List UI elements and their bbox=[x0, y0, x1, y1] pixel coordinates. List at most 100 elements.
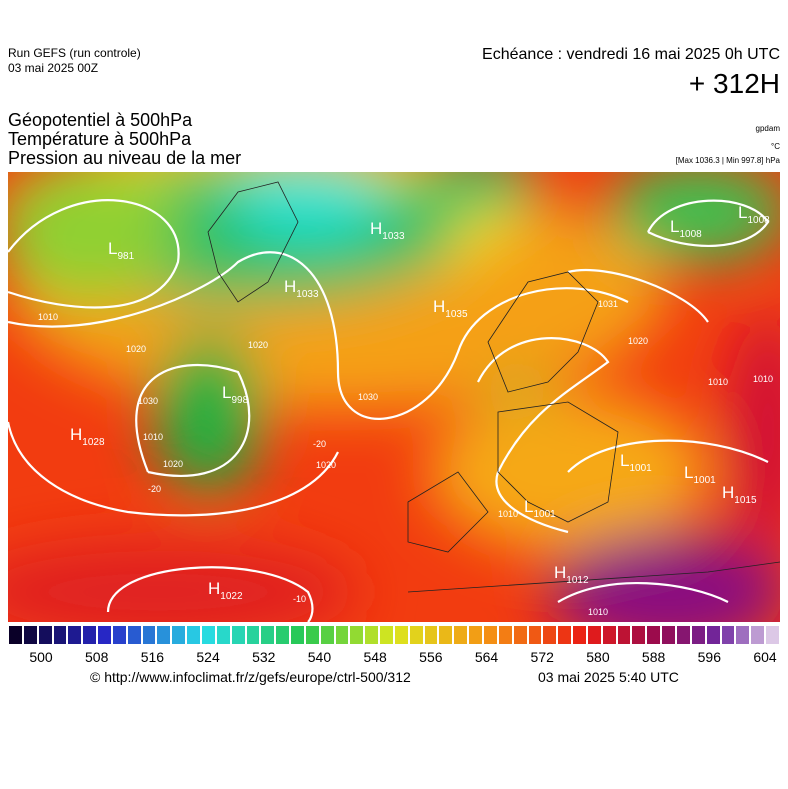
contour-label: 1031 bbox=[598, 299, 618, 309]
pressure-center: L998 bbox=[222, 383, 249, 406]
colorbar-cell bbox=[735, 625, 751, 645]
colorbar-cell bbox=[705, 625, 721, 645]
pressure-center: H1033 bbox=[284, 277, 319, 300]
center-symbol: L bbox=[620, 451, 629, 470]
center-value: 1015 bbox=[734, 495, 757, 506]
colorbar-tick-label: 508 bbox=[85, 649, 109, 665]
colorbar-cell bbox=[304, 625, 320, 645]
colorbar-cell bbox=[527, 625, 543, 645]
pressure-center: L1008 bbox=[738, 203, 770, 226]
colorbar-cell bbox=[720, 625, 736, 645]
colorbar-cell bbox=[52, 625, 68, 645]
colorbar-tick-label: 596 bbox=[697, 649, 721, 665]
colorbar-cell bbox=[126, 625, 142, 645]
lead-time: + 312H bbox=[688, 68, 780, 99]
colorbar-tick-label: 588 bbox=[641, 649, 666, 665]
colorbar-cell bbox=[290, 625, 305, 645]
echeance: Echéance : vendredi 16 mai 2025 0h UTC bbox=[482, 46, 780, 63]
pressure-center: L1001 bbox=[684, 463, 716, 486]
contour-label: 1030 bbox=[358, 392, 378, 402]
colorbar-tick-label: 540 bbox=[307, 649, 332, 665]
contour-label: 1030 bbox=[138, 396, 158, 406]
colorbar-cell bbox=[260, 625, 276, 645]
colorbar-cell bbox=[512, 625, 528, 645]
colorbar-cell bbox=[453, 625, 469, 645]
colorbar-cell bbox=[171, 625, 187, 645]
center-value: 1033 bbox=[296, 289, 319, 300]
colorbar-cell bbox=[37, 625, 53, 645]
run: Run GEFS (run controle) bbox=[8, 46, 141, 60]
center-value: 1022 bbox=[220, 591, 243, 602]
colorbar-cell bbox=[8, 625, 23, 645]
contour-label: 1020 bbox=[248, 340, 268, 350]
colorbar-cell bbox=[765, 625, 780, 645]
center-symbol: H bbox=[284, 277, 296, 296]
colorbar-cell bbox=[334, 625, 350, 645]
center-symbol: L bbox=[684, 463, 693, 482]
colorbar-cell bbox=[230, 625, 246, 645]
pressure-center: H1012 bbox=[554, 563, 589, 586]
contour-label: 1010 bbox=[708, 377, 728, 387]
center-value: 1001 bbox=[693, 475, 716, 486]
center-value: 1008 bbox=[747, 215, 770, 226]
center-symbol: L bbox=[108, 239, 117, 258]
colorbar-cell bbox=[141, 625, 157, 645]
colorbar-cell bbox=[364, 625, 380, 645]
colorbar-cell bbox=[572, 625, 587, 645]
colorbar-tick-label: 572 bbox=[530, 649, 554, 665]
colorbar-cell bbox=[215, 625, 231, 645]
map: L981H1033H1033H1035L1008L1008L998H1028L1… bbox=[8, 172, 780, 622]
colorbar-cell bbox=[67, 625, 83, 645]
colorbar-tick-label: 556 bbox=[419, 649, 443, 665]
unit: [Max 1036.3 | Min 997.8] hPa bbox=[675, 156, 780, 165]
colorbar-tick-label: 500 bbox=[29, 649, 53, 665]
contour-label: 1010 bbox=[753, 374, 773, 384]
colorbar-cell bbox=[497, 625, 513, 645]
contour-label: 1010 bbox=[143, 432, 163, 442]
colorbar-cell bbox=[186, 625, 201, 645]
pressure-center: H1015 bbox=[722, 483, 757, 506]
center-symbol: H bbox=[722, 483, 734, 502]
colorbar-cell bbox=[245, 625, 261, 645]
contour-label: -10 bbox=[293, 594, 306, 604]
pressure-center: H1035 bbox=[433, 297, 468, 320]
center-value: 1001 bbox=[629, 463, 652, 474]
colorbar-cell bbox=[616, 625, 632, 645]
center-symbol: L bbox=[670, 217, 679, 236]
contour-label: -20 bbox=[148, 484, 161, 494]
colorbar-tick-label: 604 bbox=[753, 649, 777, 665]
footer-time: 03 mai 2025 5:40 UTC bbox=[538, 669, 679, 685]
field: Pression au niveau de la mer bbox=[8, 148, 242, 168]
center-value: 1008 bbox=[679, 229, 702, 240]
colorbar-cell bbox=[97, 625, 112, 645]
pressure-center: H1033 bbox=[370, 219, 405, 242]
colorbar-cell bbox=[750, 625, 766, 645]
contour-label: 1020 bbox=[628, 336, 648, 346]
unit: gpdam bbox=[755, 124, 780, 133]
contour-label: 1010 bbox=[498, 509, 518, 519]
colorbar-cell bbox=[349, 625, 365, 645]
colorbar-cell bbox=[675, 625, 691, 645]
center-symbol: H bbox=[208, 579, 220, 598]
center-symbol: H bbox=[370, 219, 382, 238]
colorbar-cell bbox=[22, 625, 38, 645]
colorbar-tick-label: 580 bbox=[586, 649, 610, 665]
footer-url: © http://www.infoclimat.fr/z/gefs/europe… bbox=[90, 669, 411, 685]
pressure-center: H1022 bbox=[208, 579, 243, 602]
colorbar-cell bbox=[156, 625, 172, 645]
center-value: 981 bbox=[117, 251, 134, 262]
center-value: 1028 bbox=[82, 437, 105, 448]
contour-label: 1020 bbox=[126, 344, 146, 354]
colorbar-cell bbox=[557, 625, 573, 645]
field: Température à 500hPa bbox=[8, 129, 192, 149]
center-value: 1035 bbox=[445, 309, 468, 320]
center-value: 1001 bbox=[533, 509, 556, 520]
colorbar-cell bbox=[319, 625, 335, 645]
contour-label: 1010 bbox=[38, 312, 58, 322]
center-symbol: L bbox=[222, 383, 231, 402]
center-symbol: H bbox=[433, 297, 445, 316]
center-value: 998 bbox=[231, 395, 248, 406]
colorbar-tick-label: 548 bbox=[363, 649, 387, 665]
colorbar-tick-label: 516 bbox=[140, 649, 165, 665]
